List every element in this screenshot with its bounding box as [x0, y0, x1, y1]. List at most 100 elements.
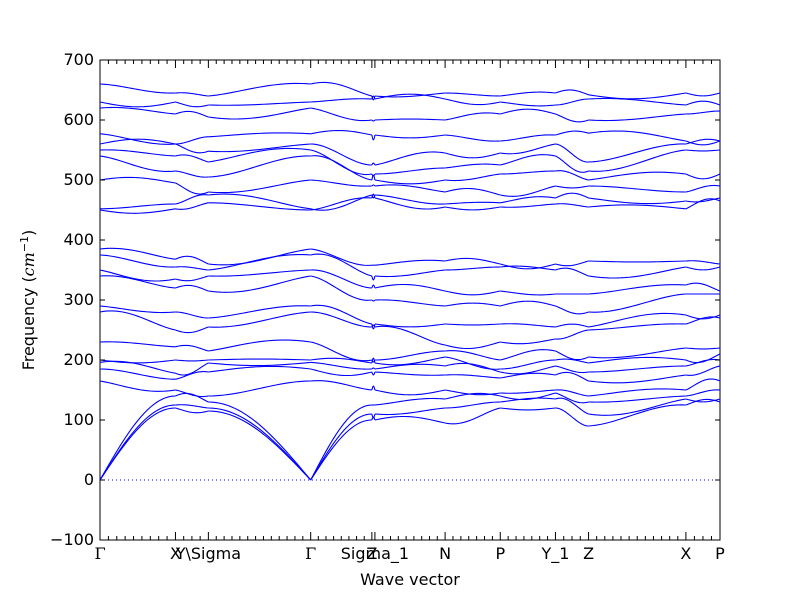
band-line [685, 149, 721, 152]
y-axis-label-exponent: −1 [18, 236, 31, 252]
band-line [588, 113, 686, 122]
band-line [588, 185, 686, 193]
band-line [310, 361, 372, 370]
band-line [371, 95, 376, 101]
band-line [175, 194, 209, 205]
x-tick-label: N [439, 544, 451, 563]
band-line [374, 283, 446, 292]
band-line [175, 407, 209, 414]
band-line [99, 208, 176, 214]
band-line [175, 389, 209, 398]
band-line [99, 380, 176, 392]
band-line [555, 407, 589, 427]
band-line [99, 83, 176, 94]
band-line [208, 361, 311, 367]
band-line [500, 196, 556, 204]
band-line [500, 338, 556, 345]
band-line [208, 401, 312, 481]
band-line [685, 173, 721, 180]
band-line [374, 194, 446, 205]
band-line [500, 359, 556, 370]
band-line [310, 155, 372, 181]
band-line [208, 275, 311, 293]
band-line [310, 129, 372, 136]
band-line [500, 108, 556, 115]
band-line [371, 371, 376, 376]
band-line [374, 259, 446, 266]
band-line [588, 284, 686, 295]
band-line [175, 275, 209, 282]
band-line [175, 371, 209, 380]
band-line [99, 101, 176, 108]
band-line [500, 397, 556, 403]
band-line [208, 339, 311, 352]
band-line [99, 155, 176, 173]
y-tick-label: 700 [63, 50, 94, 69]
x-tick-label: Γ [305, 544, 316, 563]
band-line [208, 82, 311, 97]
band-line [555, 113, 589, 123]
band-line [685, 282, 721, 292]
band-line [685, 398, 721, 403]
band-line [175, 266, 209, 271]
band-line [444, 187, 501, 196]
band-line [444, 341, 501, 350]
band-line [555, 130, 589, 136]
band-line [445, 266, 501, 271]
band-line [588, 388, 686, 397]
band-line [445, 92, 501, 97]
band-line [208, 193, 311, 210]
band-line [374, 389, 446, 396]
x-tick-label: Sigma_1 [341, 544, 409, 564]
band-line [371, 359, 376, 363]
band-line [685, 316, 721, 325]
band-line [310, 81, 373, 97]
band-line [374, 197, 446, 210]
band-line [371, 275, 376, 281]
band-line [310, 269, 372, 289]
band-line [99, 247, 176, 260]
band-line [371, 367, 376, 370]
band-line [445, 206, 501, 211]
band-line [685, 138, 721, 145]
band-line [175, 110, 209, 118]
band-line [175, 136, 209, 145]
band-line [685, 140, 721, 146]
band-line [371, 323, 376, 330]
band-line [310, 368, 372, 377]
band-line [685, 197, 721, 203]
band-line [371, 413, 376, 419]
band-line [588, 197, 686, 205]
band-line [588, 404, 686, 427]
band-line [208, 155, 311, 178]
band-line [500, 392, 556, 401]
band-line [208, 202, 311, 211]
band-line [374, 325, 446, 346]
band-line [310, 107, 372, 122]
band-line [500, 185, 556, 197]
band-line [208, 147, 311, 163]
band-line [99, 395, 176, 481]
band-line [208, 253, 311, 271]
band-line [374, 167, 446, 175]
band-line [555, 98, 589, 106]
band-line [310, 341, 372, 362]
y-tick-label: 500 [63, 170, 94, 189]
band-line [588, 171, 686, 181]
band-line [310, 380, 372, 391]
band-line [500, 101, 556, 107]
band-line [371, 385, 376, 391]
band-line [175, 326, 209, 334]
band-line [99, 368, 176, 380]
band-line [371, 174, 376, 181]
band-line [175, 154, 209, 163]
band-line [99, 310, 176, 331]
band-line [208, 380, 311, 397]
band-line [685, 92, 721, 97]
band-line [588, 312, 686, 328]
band-line [208, 132, 311, 138]
band-line [445, 201, 501, 205]
band-line [99, 149, 176, 157]
band-line [175, 284, 209, 292]
